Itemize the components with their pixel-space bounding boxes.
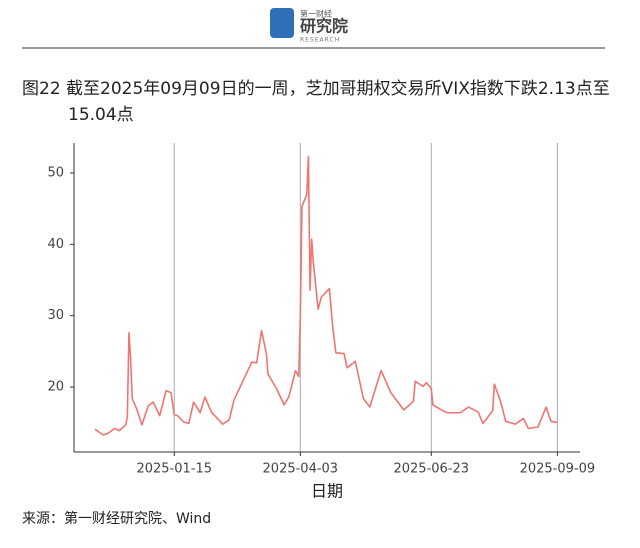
- x-axis-label: 日期: [311, 482, 343, 501]
- logo-icon: [270, 8, 294, 38]
- x-tick-label: 2025-04-03: [263, 462, 339, 477]
- y-tick-label: 50: [47, 165, 64, 180]
- x-tick-label: 2025-06-23: [393, 462, 469, 477]
- x-tick-label: 2025-01-15: [136, 462, 212, 477]
- source: 来源：第一财经研究院、Wind: [22, 511, 212, 527]
- y-tick-label: 30: [47, 308, 64, 323]
- logo-top: 第一财经: [300, 9, 332, 19]
- vix-line: [94, 155, 558, 436]
- logo-sub: RESEARCH: [300, 37, 340, 44]
- chart-title: 图22 截至2025年09月09日的一周，芝加哥期权交易所VIX指数下跌2.13…: [22, 79, 610, 125]
- x-tick-label: 2025-09-09: [520, 462, 596, 477]
- y-tick-label: 20: [47, 380, 64, 395]
- logo-main: 研究院: [300, 17, 348, 36]
- y-tick-label: 40: [47, 237, 64, 252]
